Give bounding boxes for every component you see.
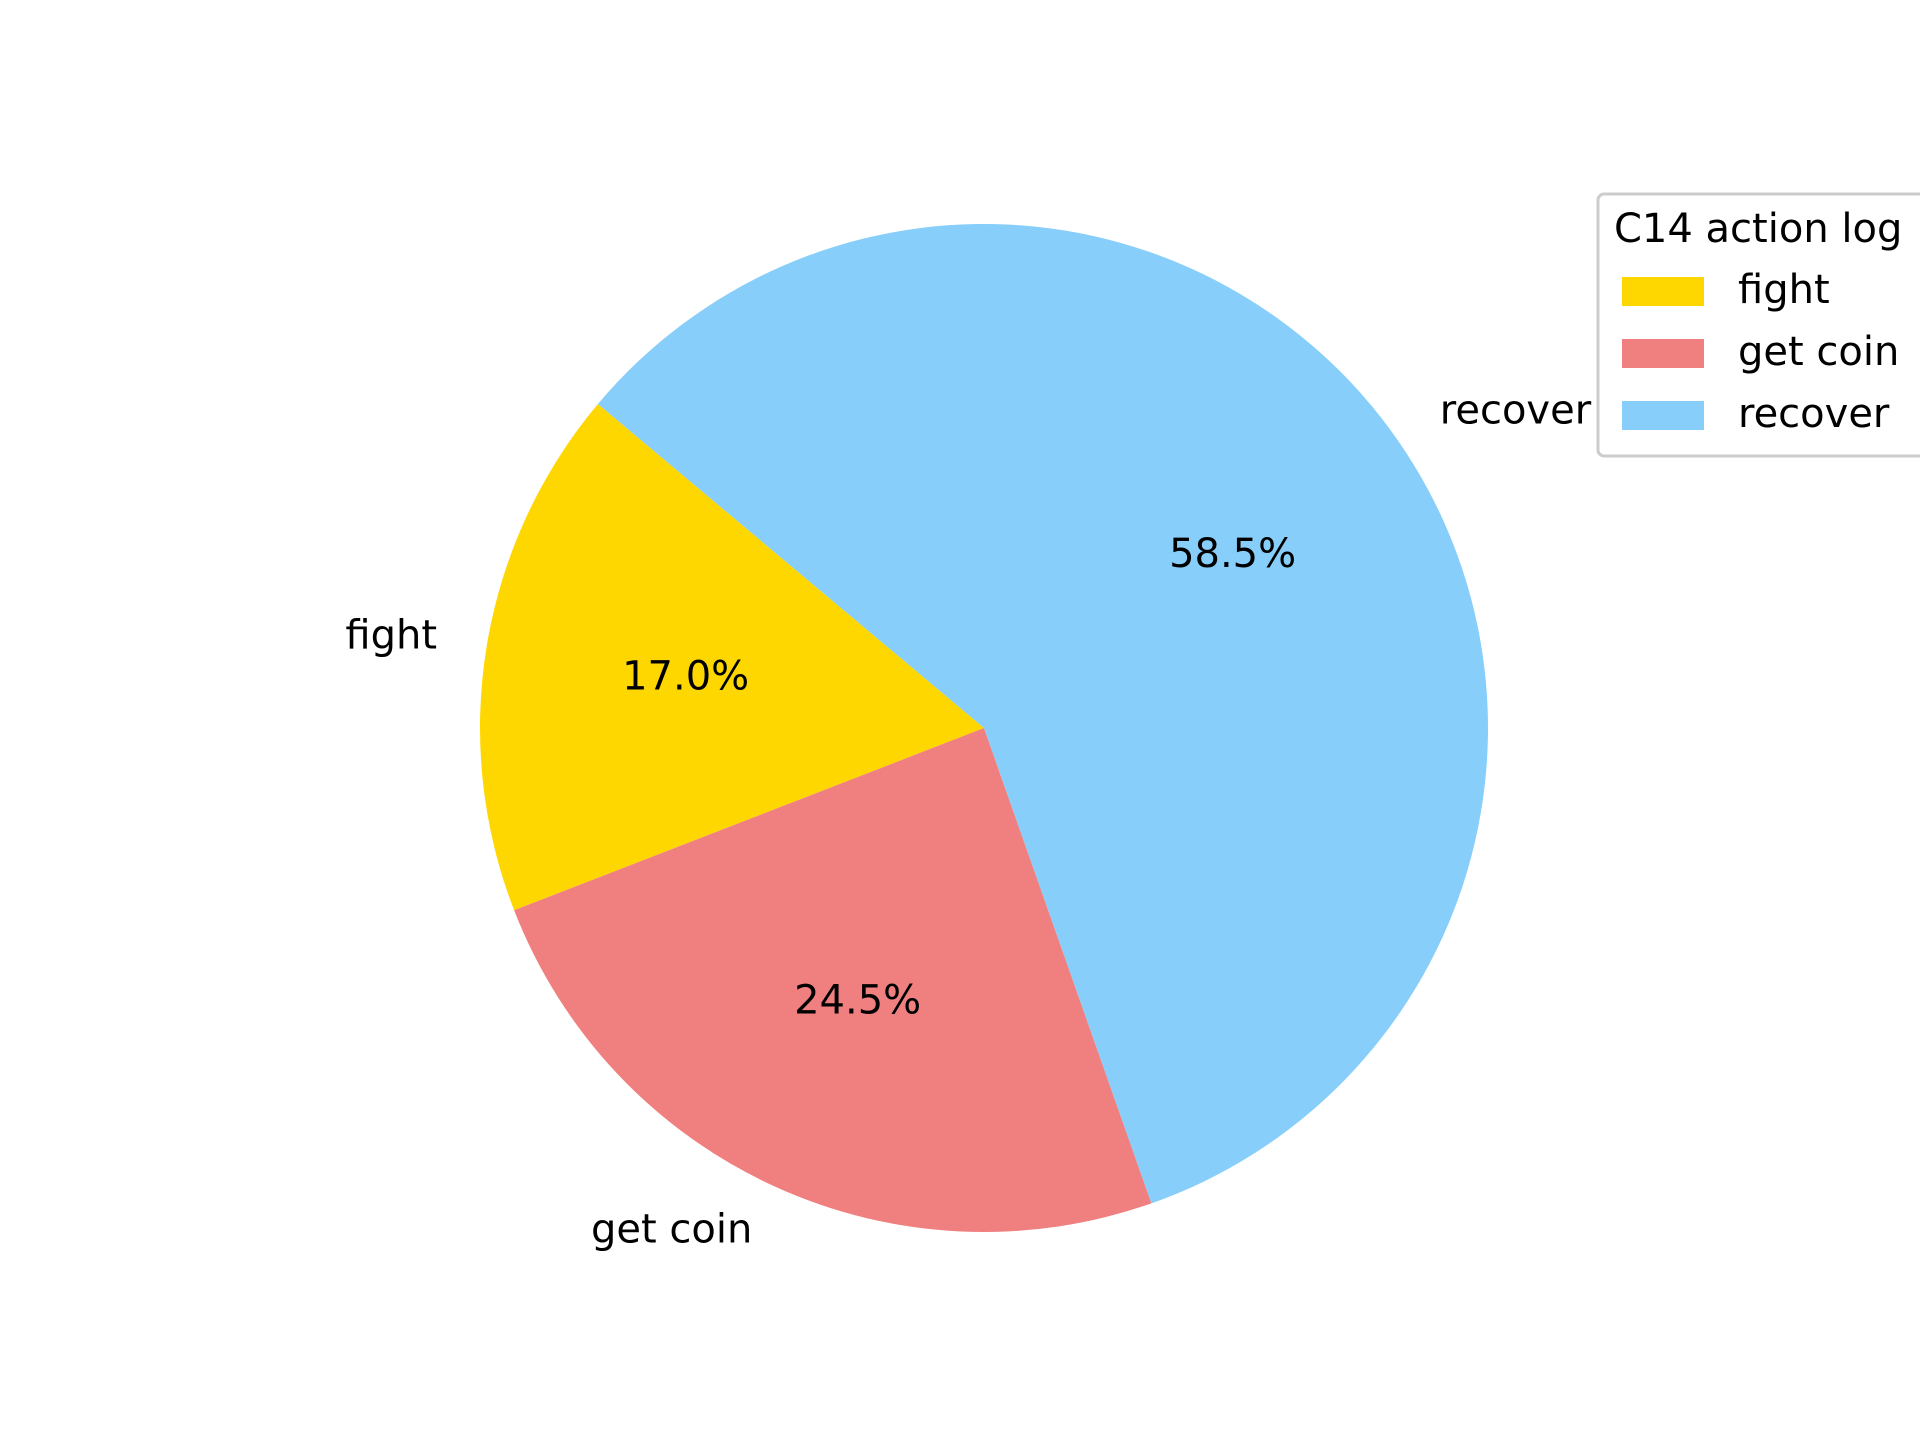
legend-entries: fight get coin recover xyxy=(1622,267,1899,437)
slice-label-get-coin: get coin xyxy=(591,1207,752,1253)
slice-percent-get-coin: 24.5% xyxy=(794,978,921,1024)
legend-swatch-get-coin xyxy=(1622,339,1704,368)
slice-label-recover: recover xyxy=(1440,387,1592,433)
pie-slice-fight xyxy=(480,404,984,911)
legend-swatch-recover xyxy=(1622,401,1704,430)
pie-slices xyxy=(480,224,1488,1232)
legend-label-get-coin: get coin xyxy=(1738,329,1899,375)
legend-frame xyxy=(1596,192,1920,458)
pie-slice-get-coin xyxy=(514,728,1152,1232)
legend: C14 action log fight get coin recover xyxy=(1596,192,1920,458)
legend-label-recover: recover xyxy=(1738,391,1890,437)
legend-swatch-fight xyxy=(1622,277,1704,306)
legend-label-fight: fight xyxy=(1738,267,1830,313)
slice-percent-fight: 17.0% xyxy=(622,654,749,700)
pie-labels: fight 17.0% get coin 24.5% recover 58.5% xyxy=(345,387,1591,1252)
slice-percent-recover: 58.5% xyxy=(1169,531,1296,577)
pie-slice-recover xyxy=(597,224,1488,1204)
legend-title: C14 action log xyxy=(1614,206,1902,252)
slice-label-fight: fight xyxy=(345,612,437,658)
